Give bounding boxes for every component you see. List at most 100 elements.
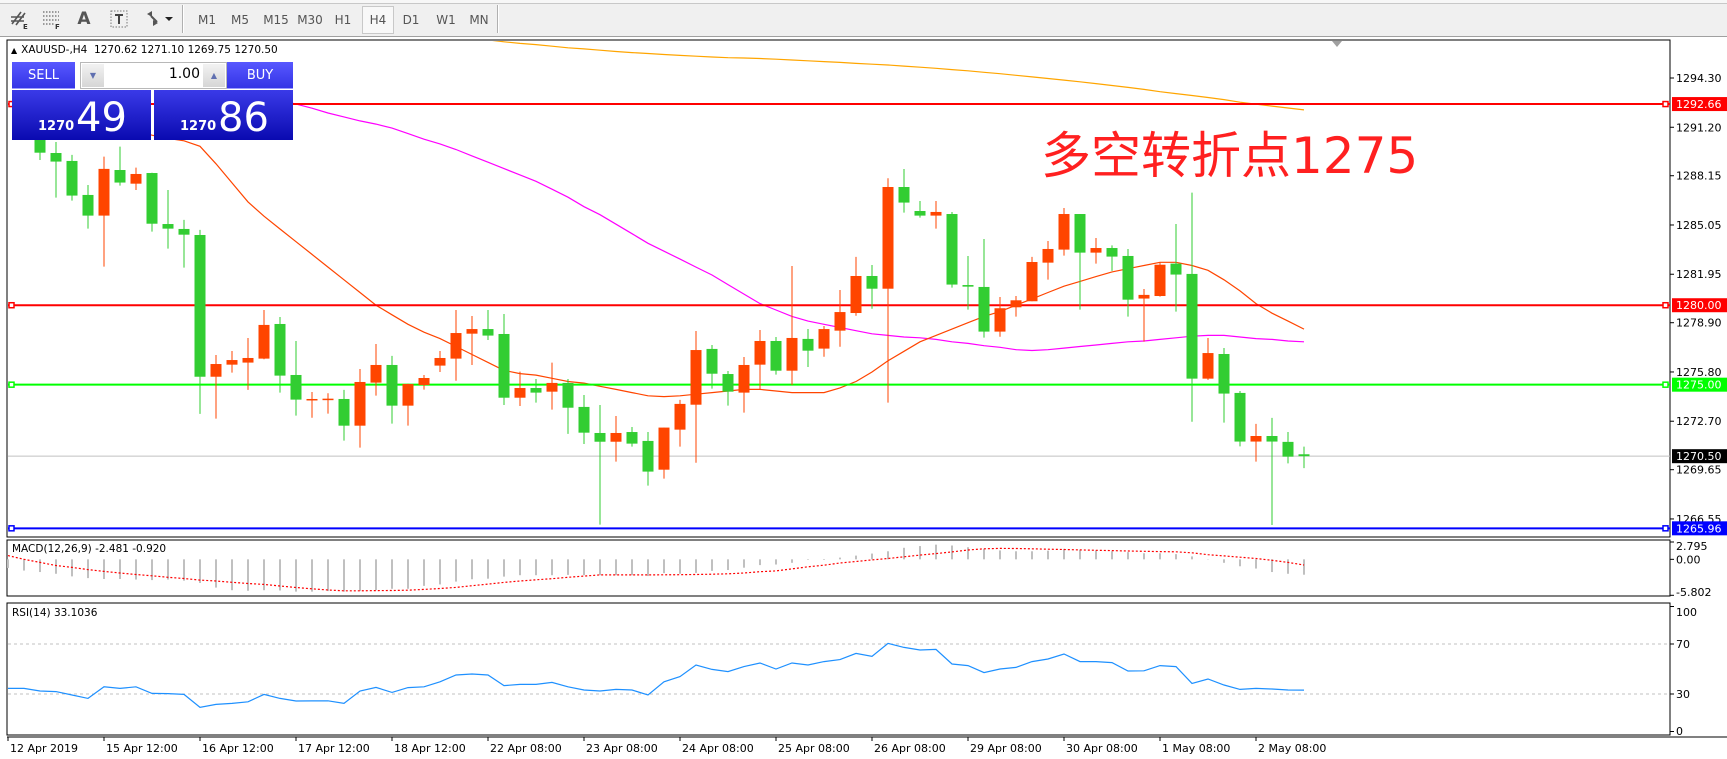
arrows-dropdown-icon[interactable] [143,8,177,30]
buy-price-box[interactable]: 1270 86 [154,90,293,140]
candle-body [322,398,334,401]
time-axis-label: 26 Apr 08:00 [874,742,946,755]
timeframe-m5-button[interactable]: M5 [231,13,249,27]
toolbar-separator [497,5,499,33]
line-price-label-box [1672,377,1727,392]
candle-body [914,210,926,216]
price-axis-label: 1269.65 [1676,464,1722,477]
timeframe-m30-button[interactable]: M30 [297,13,323,27]
macd-axis-label: -5.802 [1676,586,1711,599]
toolbar-top-strip [0,0,1727,4]
line-handle-right[interactable] [1662,100,1669,108]
line-studies-grid-icon[interactable]: E [9,8,31,30]
timeframe-m15-button[interactable]: M15 [263,13,289,27]
candle-body [258,324,270,359]
candle-body [946,214,958,285]
time-axis-label: 30 Apr 08:00 [1066,742,1138,755]
time-axis-label: 2 May 08:00 [1258,742,1326,755]
timeframe-d1-button[interactable]: D1 [402,13,420,27]
line-price-label: 1265.96 [1676,522,1722,535]
line-handle-left[interactable] [8,525,15,532]
candle-body [1026,262,1038,302]
candle-body [1266,436,1278,442]
text-box-icon[interactable] [108,8,130,30]
line-handle-right[interactable] [1662,301,1669,309]
macd-axis-label: 0.00 [1676,553,1701,566]
line-handle-right[interactable] [1662,381,1669,388]
candle-body [466,329,478,334]
timeframe-m1-button[interactable]: M1 [198,13,216,27]
chart-annotation-text[interactable]: 多空转折点1275 [1041,127,1419,185]
candle-body [178,228,190,235]
candle-body [818,329,830,349]
price-axis-label: 1291.20 [1676,121,1722,134]
time-axis-label: 24 Apr 08:00 [682,742,754,755]
candle-body [194,234,206,377]
timeframe-h4-button[interactable]: H4 [362,6,394,34]
rsi-pane-frame [6,602,1671,736]
candle-body [1170,263,1182,275]
macd-pane-frame [6,539,1671,597]
candle-body [722,374,734,392]
time-axis-label: 22 Apr 08:00 [490,742,562,755]
time-axis-label: 1 May 08:00 [1162,742,1230,755]
candle-body [1202,353,1214,379]
bid-price-label: 1270.50 [1676,450,1722,463]
buy-button[interactable]: BUY [227,62,293,89]
time-axis-label: 25 Apr 08:00 [778,742,850,755]
candle-body [338,398,350,426]
toolbar-separator [182,5,184,33]
macd-signal-line [7,547,1305,592]
timeframe-mn-button[interactable]: MN [469,13,489,27]
candle-body [1058,214,1070,250]
candle-body [690,350,702,405]
lot-size-value[interactable]: 1.00 [168,66,200,82]
candle-body [354,381,366,426]
line-handle-left[interactable] [8,301,15,309]
candle-body [1186,273,1198,379]
candle-body [1106,248,1118,257]
time-axis-label: 16 Apr 12:00 [202,742,274,755]
toolbar: E F A M1 M5 M15 M30 H1 H4 D1 W1 MN [0,0,1727,37]
fibonacci-lines-icon[interactable]: F [41,8,63,30]
candle-body [434,357,446,366]
line-price-label: 1280.00 [1676,299,1722,312]
text-label-icon[interactable]: A [77,9,91,29]
candle-body [674,403,686,430]
lot-decrease-icon[interactable]: ▼ [82,64,104,87]
line-price-label: 1292.66 [1676,98,1722,111]
chart-shift-marker-icon[interactable] [1332,41,1342,47]
one-click-trading-panel: SELL ▼ 1.00 ▲ BUY 1270 49 1270 86 [12,62,293,140]
svg-text:F: F [55,23,60,30]
sell-price-box[interactable]: 1270 49 [12,90,151,140]
candle-body [1154,264,1166,297]
line-handle-right[interactable] [1662,525,1669,532]
collapse-triangle-icon[interactable]: ▲ [11,46,18,55]
lot-increase-icon[interactable]: ▲ [203,64,225,87]
time-axis-label: 12 Apr 2019 [10,742,78,755]
time-axis-label: 15 Apr 12:00 [106,742,178,755]
line-price-label: 1275.00 [1676,379,1722,392]
candle-body [370,364,382,383]
candle-body [82,194,94,216]
timeframe-w1-button[interactable]: W1 [436,13,456,27]
rsi-label: RSI(14) 33.1036 [12,607,98,619]
candle-body [594,432,606,442]
chart-ohlc: 1270.62 1271.10 1269.75 1270.50 [94,44,278,56]
candle-body [978,286,990,332]
sell-button[interactable]: SELL [12,62,75,89]
lot-size-field[interactable]: ▼ 1.00 ▲ [80,62,227,89]
candle-body [450,333,462,359]
timeframe-h1-button[interactable]: H1 [334,13,352,27]
candle-body [562,382,574,408]
line-handle-left[interactable] [8,381,15,388]
price-axis-label: 1272.70 [1676,415,1722,428]
rsi-axis-label: 100 [1676,606,1697,619]
candle-body [482,329,494,336]
time-axis-label: 17 Apr 12:00 [298,742,370,755]
candle-body [898,187,910,203]
candle-body [1074,214,1086,253]
bid-price-label-box [1672,449,1727,464]
candle-body [754,340,766,365]
